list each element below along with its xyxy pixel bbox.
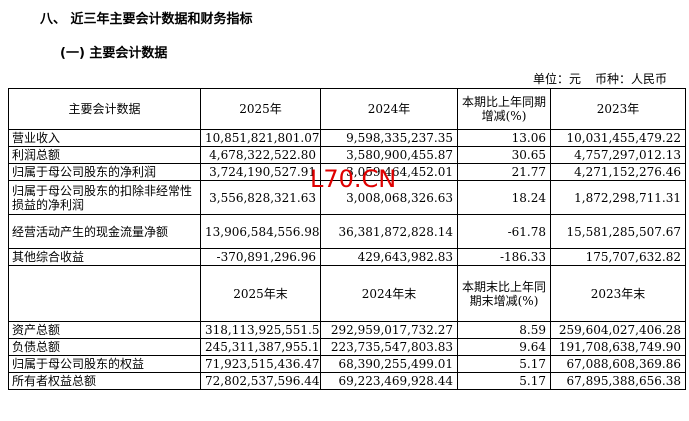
value-change: -61.78 (457, 214, 551, 249)
value-change: 5.17 (457, 372, 551, 390)
table-row: 负债总额 245,311,387,955.10 223,735,547,803.… (8, 338, 686, 356)
section-title: 八、 近三年主要会计数据和财务指标 (40, 12, 253, 27)
value-2025: -370,891,296.96 (200, 248, 321, 266)
row-label: 所有者权益总额 (8, 372, 201, 390)
unit-label: 单位：元 (532, 72, 581, 86)
header-item-blank (8, 265, 201, 322)
value-2024: 69,223,469,928.44 (320, 372, 458, 390)
subsection-title: (一) 主要会计数据 (60, 46, 168, 61)
value-2023: 10,031,455,479.22 (550, 129, 686, 147)
value-change: 5.17 (457, 355, 551, 373)
value-2025: 72,802,537,596.44 (200, 372, 321, 390)
currency-label: 币种：人民币 (594, 72, 667, 86)
value-change: 21.77 (457, 163, 551, 181)
value-2023: 67,088,608,369.86 (550, 355, 686, 373)
value-2024: 429,643,982.83 (320, 248, 458, 266)
value-2023: 259,604,027,406.28 (550, 321, 686, 339)
value-2024: 292,959,017,732.27 (320, 321, 458, 339)
value-2025: 3,556,828,321.63 (200, 180, 321, 215)
header-2025-end: 2025年末 (200, 265, 321, 322)
row-label: 其他综合收益 (8, 248, 201, 266)
value-2023: 67,895,388,656.38 (550, 372, 686, 390)
header-2024-end: 2024年末 (320, 265, 458, 322)
value-2023: 15,581,285,507.67 (550, 214, 686, 249)
value-2025: 10,851,821,801.07 (200, 129, 321, 147)
value-2024: 68,390,255,499.01 (320, 355, 458, 373)
table-row: 营业收入 10,851,821,801.07 9,598,335,237.35 … (8, 129, 686, 147)
value-2023: 175,707,632.82 (550, 248, 686, 266)
header-2023: 2023年 (550, 88, 686, 130)
value-change: 13.06 (457, 129, 551, 147)
header-change-end: 本期末比上年同期末增减(%) (457, 265, 551, 322)
table-row: 资产总额 318,113,925,551.54 292,959,017,732.… (8, 321, 686, 339)
row-label: 经营活动产生的现金流量净额 (8, 214, 201, 249)
value-change: 8.59 (457, 321, 551, 339)
row-label: 负债总额 (8, 338, 201, 356)
value-2023: 1,872,298,711.31 (550, 180, 686, 215)
value-2023: 191,708,638,749.90 (550, 338, 686, 356)
value-change: 30.65 (457, 146, 551, 164)
value-2025: 71,923,515,436.47 (200, 355, 321, 373)
header-2025: 2025年 (200, 88, 321, 130)
row-label: 资产总额 (8, 321, 201, 339)
header-change: 本期比上年同期增减(%) (457, 88, 551, 130)
header-2024: 2024年 (320, 88, 458, 130)
table-row: 经营活动产生的现金流量净额 13,906,584,556.98 36,381,8… (8, 214, 686, 249)
unit-currency-note: 单位：元 币种：人民币 (533, 70, 667, 87)
table-row: 归属于母公司股东的扣除非经常性损益的净利润 3,556,828,321.63 3… (8, 180, 686, 215)
value-2023: 4,757,297,012.13 (550, 146, 686, 164)
table-row: 利润总额 4,678,322,522.80 3,580,900,455.87 3… (8, 146, 686, 164)
value-2024: 36,381,872,828.14 (320, 214, 458, 249)
value-2024: 223,735,547,803.83 (320, 338, 458, 356)
value-2024: 3,008,068,326.63 (320, 180, 458, 215)
row-label: 归属于母公司股东的扣除非经常性损益的净利润 (8, 180, 201, 215)
table2-header-row: 2025年末 2024年末 本期末比上年同期末增减(%) 2023年末 (8, 265, 686, 322)
row-label: 营业收入 (8, 129, 201, 147)
value-2024: 3,580,900,455.87 (320, 146, 458, 164)
row-label: 归属于母公司股东的净利润 (8, 163, 201, 181)
value-2025: 13,906,584,556.98 (200, 214, 321, 249)
table1-header-row: 主要会计数据 2025年 2024年 本期比上年同期增减(%) 2023年 (8, 88, 686, 130)
value-2025: 245,311,387,955.10 (200, 338, 321, 356)
header-2023-end: 2023年末 (550, 265, 686, 322)
value-2025: 3,724,190,527.91 (200, 163, 321, 181)
value-2024: 3,059,464,452.01 (320, 163, 458, 181)
table-row: 其他综合收益 -370,891,296.96 429,643,982.83 -1… (8, 248, 686, 266)
header-item: 主要会计数据 (8, 88, 201, 130)
value-2024: 9,598,335,237.35 (320, 129, 458, 147)
table-row: 归属于母公司股东的权益 71,923,515,436.47 68,390,255… (8, 355, 686, 373)
key-accounting-data-table: 主要会计数据 2025年 2024年 本期比上年同期增减(%) 2023年 营业… (8, 88, 686, 390)
row-label: 利润总额 (8, 146, 201, 164)
row-label: 归属于母公司股东的权益 (8, 355, 201, 373)
value-2025: 4,678,322,522.80 (200, 146, 321, 164)
value-change: 9.64 (457, 338, 551, 356)
value-2025: 318,113,925,551.54 (200, 321, 321, 339)
value-2023: 4,271,152,276.46 (550, 163, 686, 181)
value-change: 18.24 (457, 180, 551, 215)
table-row: 归属于母公司股东的净利润 3,724,190,527.91 3,059,464,… (8, 163, 686, 181)
value-change: -186.33 (457, 248, 551, 266)
table-row: 所有者权益总额 72,802,537,596.44 69,223,469,928… (8, 372, 686, 390)
